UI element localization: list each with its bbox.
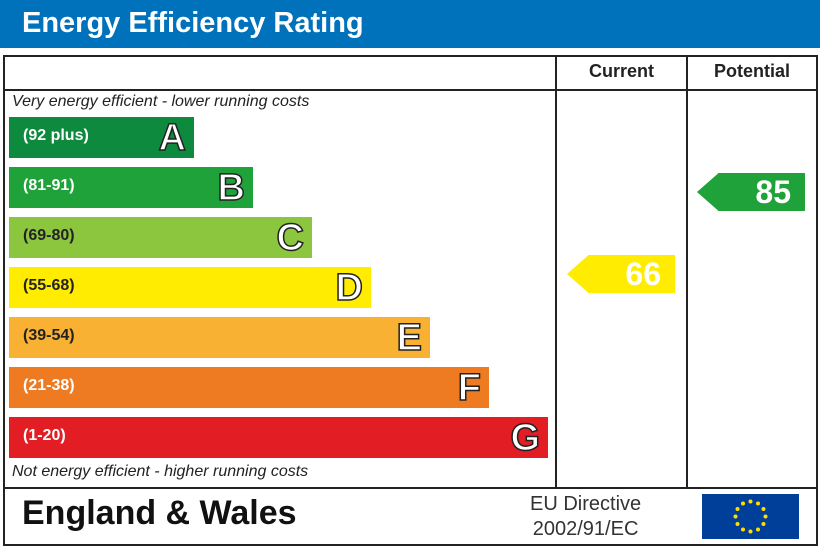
band-bar-b: (81-91) B [9, 166, 253, 210]
bottom-note: Not energy efficient - higher running co… [12, 463, 309, 480]
eu-star [741, 501, 745, 506]
column-divider [686, 55, 688, 489]
directive-line-2: 2002/91/EC [532, 518, 639, 540]
eu-star [741, 527, 745, 532]
band-bar-d: (55-68) D [9, 266, 371, 310]
band-bar-e: (39-54) E [9, 316, 430, 360]
chart-title: Energy Efficiency Rating [22, 7, 364, 39]
band-letter: C [276, 216, 305, 260]
band-bar-g: (1-20) G [9, 416, 548, 460]
eu-star [735, 522, 740, 526]
column-divider [555, 55, 557, 489]
potential-rating-value: 85 [755, 174, 791, 210]
band-bar-c: (69-80) C [9, 216, 312, 260]
band-letter: E [396, 316, 423, 360]
directive-line-1: EU Directive [530, 493, 642, 515]
eu-star [735, 507, 740, 511]
current-rating-value: 66 [625, 256, 661, 292]
band-bar-f: (21-38) F [9, 366, 489, 410]
eu-star [756, 501, 760, 506]
band-letter: F [457, 366, 482, 410]
band-range: (69-80) [23, 227, 75, 244]
title-bar: Energy Efficiency Rating [0, 0, 820, 48]
eu-star [761, 522, 766, 526]
eu-directive: EU Directive 2002/91/EC [530, 492, 641, 542]
band-range: (55-68) [23, 277, 75, 294]
band-letter: D [335, 266, 364, 310]
potential-rating-arrow: 85 [697, 173, 805, 211]
band-range: (21-38) [23, 377, 75, 394]
eu-flag-icon [702, 494, 799, 539]
potential-column-header: Potential [713, 61, 790, 81]
band-letter: A [158, 116, 187, 160]
rating-frame [3, 55, 818, 546]
band-letter: B [217, 166, 246, 210]
header-divider [3, 89, 816, 91]
eu-star [756, 527, 760, 532]
band-range: (1-20) [23, 427, 66, 444]
band-range: (92 plus) [23, 127, 89, 144]
footer-divider [3, 487, 816, 489]
band-range: (39-54) [23, 327, 75, 344]
eu-star [763, 514, 768, 519]
current-column-header: Current [588, 61, 654, 81]
band-bar-a: (92 plus) A [9, 116, 194, 160]
band-range: (81-91) [23, 177, 75, 194]
band-letter: G [510, 416, 541, 460]
region-label: England & Wales [22, 494, 297, 532]
eu-star [733, 514, 738, 519]
eu-star [748, 529, 753, 534]
eu-star [748, 499, 753, 504]
top-note: Very energy efficient - lower running co… [12, 93, 310, 110]
current-rating-arrow: 66 [567, 255, 675, 293]
eu-star [761, 507, 766, 511]
